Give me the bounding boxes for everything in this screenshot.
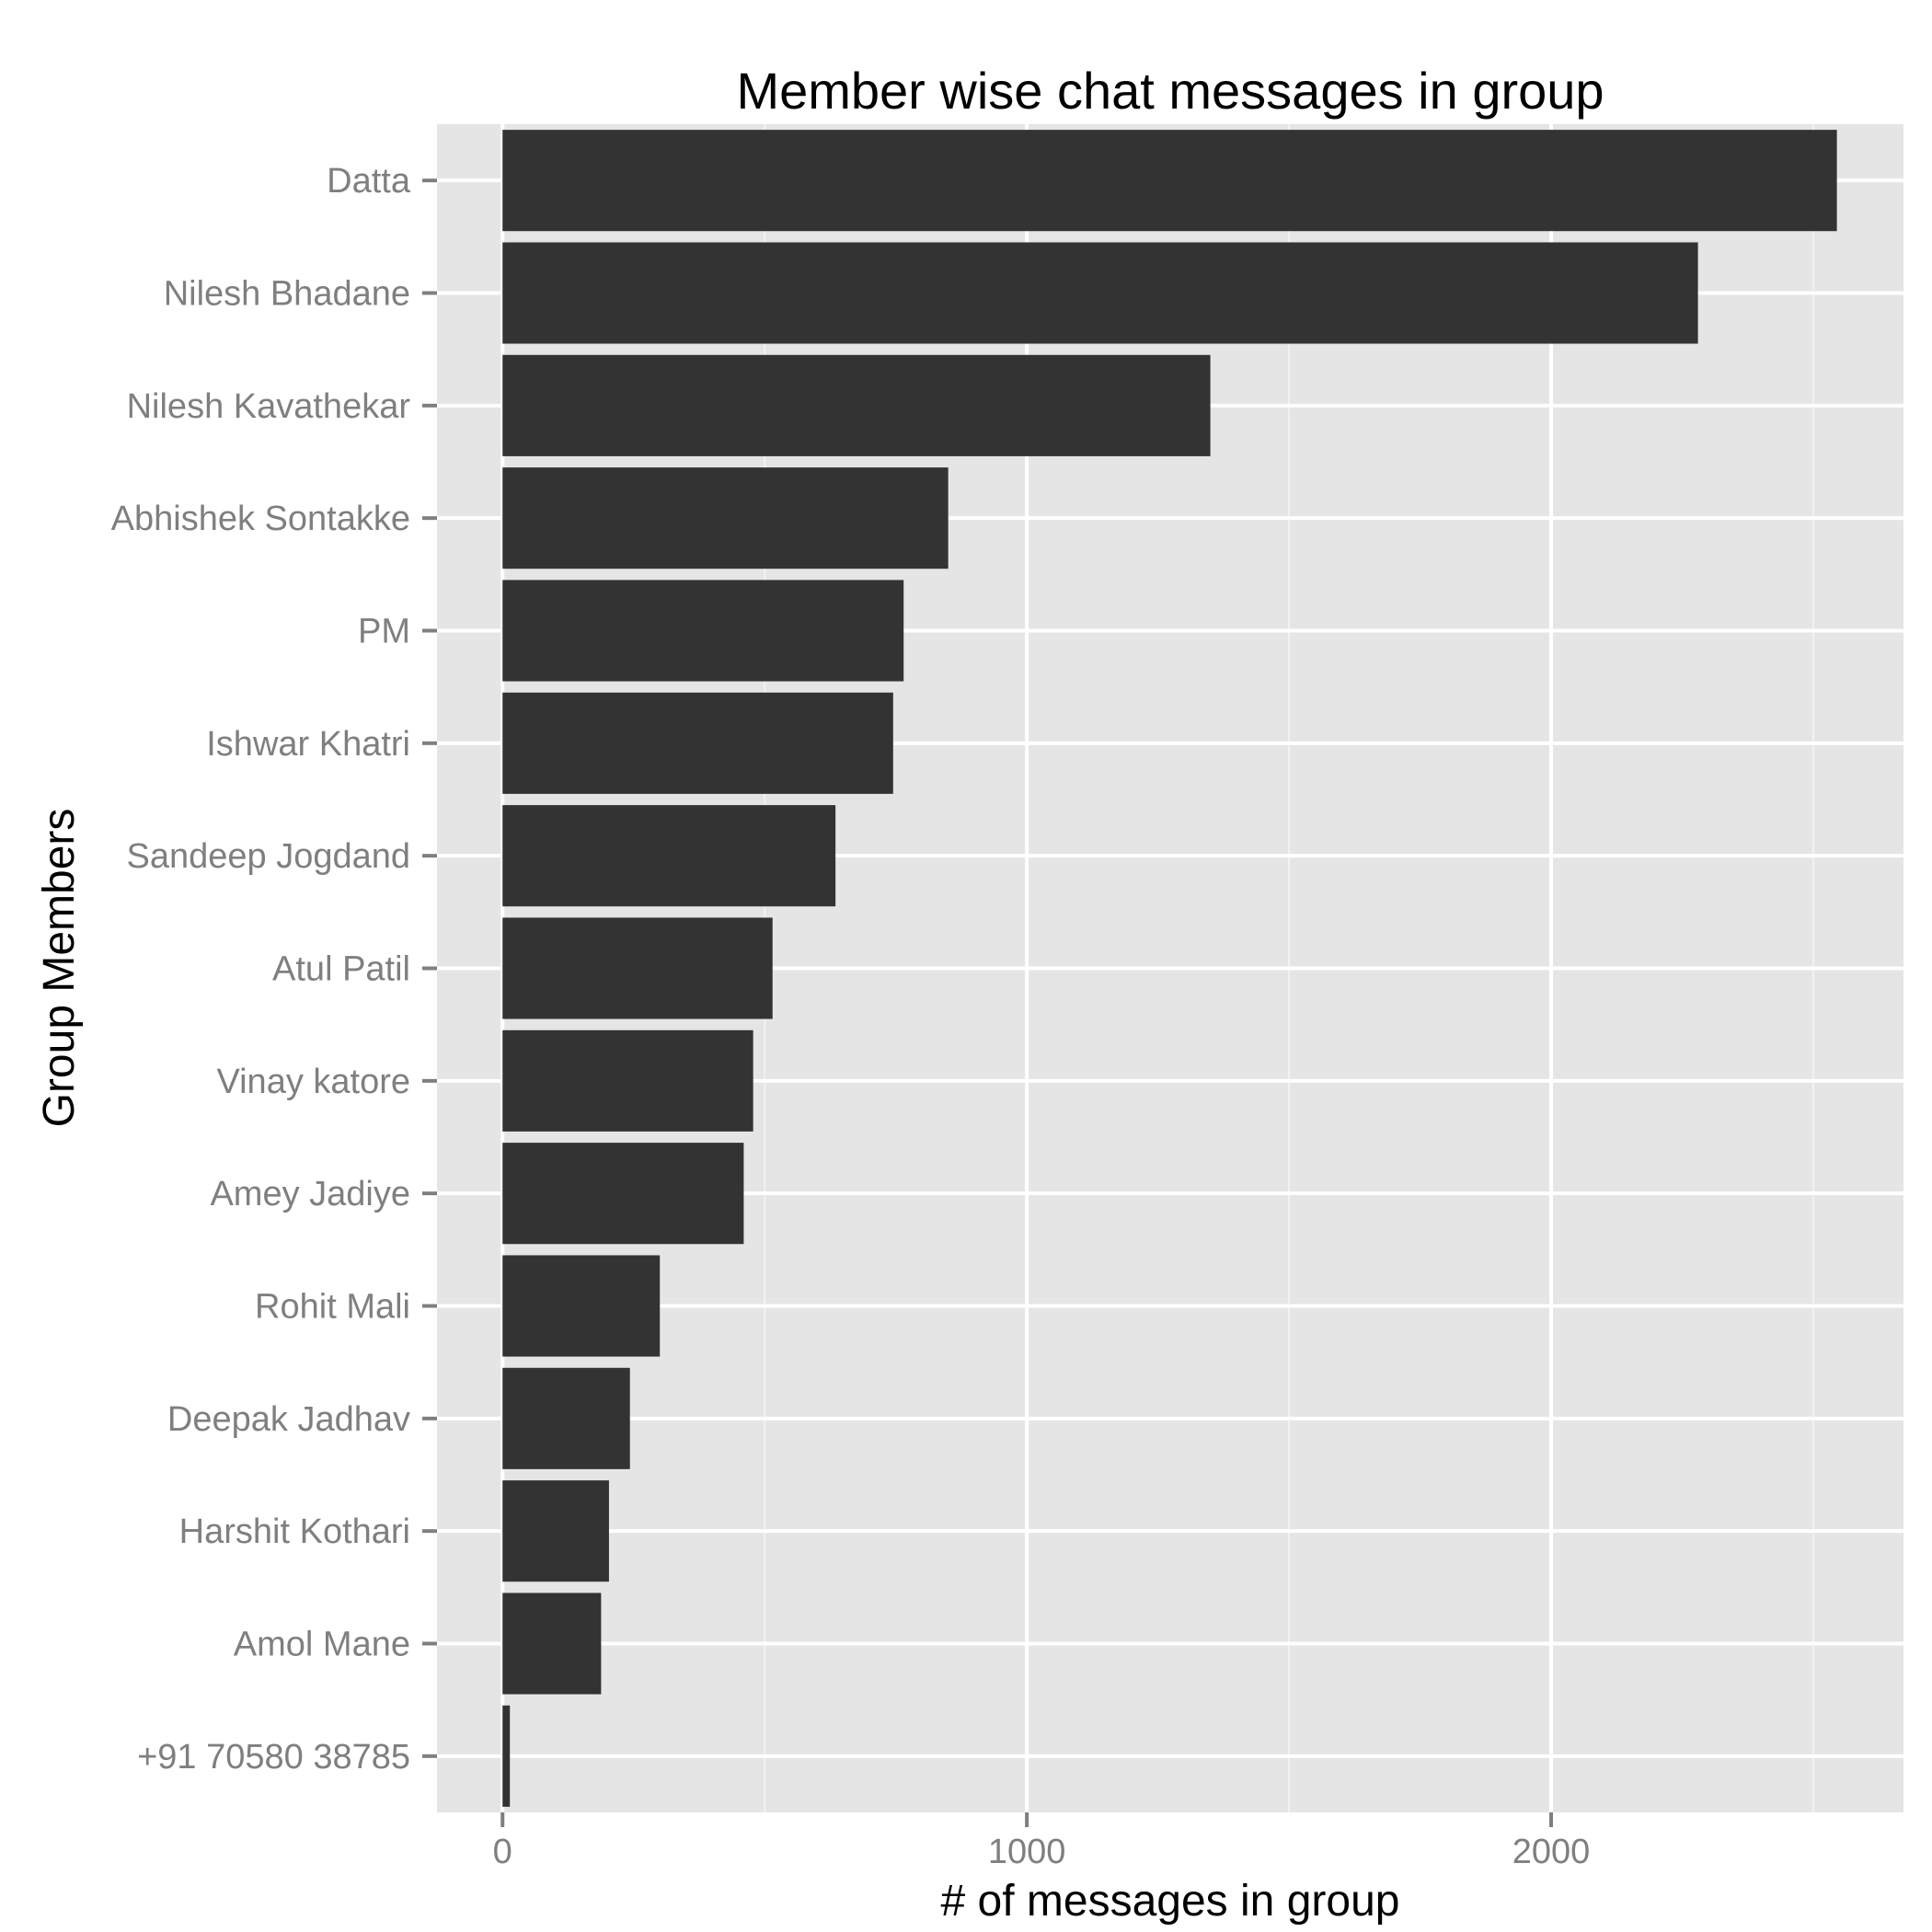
y-tick-label: Nilesh Bhadane — [164, 275, 410, 314]
x-tick-label: 0 — [493, 1833, 512, 1871]
bar — [502, 1029, 753, 1132]
y-axis: Datta Nilesh Bhadane Nilesh Kavathekar Abhi… — [111, 162, 437, 1777]
y-tick-label: Datta — [327, 162, 411, 201]
y-axis-title: Group Members — [35, 809, 84, 1128]
x-tick-label: 1000 — [988, 1833, 1066, 1871]
bars — [502, 130, 1837, 1807]
bar — [502, 354, 1211, 456]
y-tick-label: Abhishek Sontakke — [111, 500, 410, 538]
bar — [502, 1143, 744, 1245]
y-tick-label: Harshit Kothari — [179, 1512, 410, 1551]
y-tick-label: +91 70580 38785 — [137, 1738, 410, 1777]
y-tick-label: Amey Jadiye — [210, 1175, 410, 1213]
bar — [502, 1705, 511, 1807]
bar — [502, 692, 893, 794]
y-tick-label: Nilesh Kavathekar — [127, 387, 411, 426]
y-tick-label: Atul Patil — [272, 950, 410, 989]
bar — [502, 805, 836, 907]
bar — [502, 130, 1837, 232]
y-tick-label: Sandeep Jogdand — [126, 837, 410, 876]
y-tick-label: Deepak Jadhav — [167, 1400, 410, 1439]
chart-title: Member wise chat messages in group — [736, 62, 1604, 120]
y-tick-label: PM — [358, 613, 410, 651]
bar — [502, 1480, 609, 1582]
bar — [502, 580, 904, 682]
bar — [502, 1255, 661, 1357]
y-tick-label: Ishwar Khatri — [206, 725, 410, 764]
y-tick-label: Amol Mane — [234, 1626, 410, 1664]
bar — [502, 1367, 630, 1469]
bar — [502, 1593, 602, 1695]
y-tick-label: Rohit Mali — [255, 1288, 410, 1327]
y-tick-label: Vinay katore — [216, 1063, 410, 1101]
bar — [502, 467, 949, 569]
bar — [502, 917, 773, 1019]
x-tick-label: 2000 — [1512, 1833, 1591, 1871]
x-axis: 0 1000 2000 — [493, 1812, 1591, 1871]
x-axis-title: # of messages in group — [941, 1877, 1400, 1926]
bar — [502, 242, 1698, 344]
